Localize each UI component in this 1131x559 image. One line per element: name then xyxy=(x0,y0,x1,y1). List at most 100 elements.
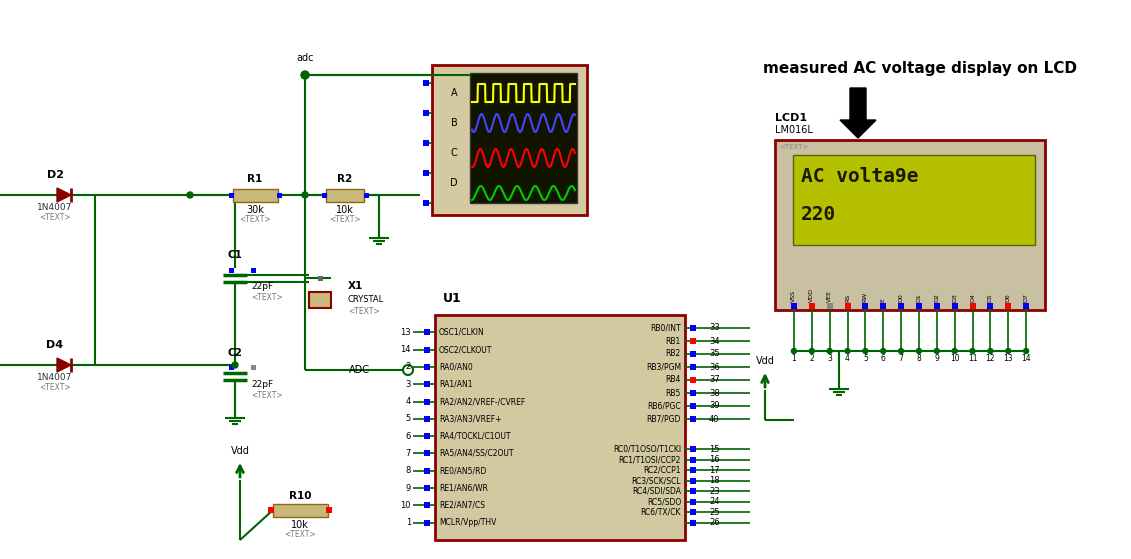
Circle shape xyxy=(810,348,814,353)
Text: D4: D4 xyxy=(46,340,63,350)
Text: 16: 16 xyxy=(709,455,719,465)
Text: RC2/CCP1: RC2/CCP1 xyxy=(644,466,681,475)
Text: 1N4007: 1N4007 xyxy=(37,373,72,382)
Bar xyxy=(423,140,429,146)
Bar xyxy=(969,303,976,309)
Polygon shape xyxy=(840,88,877,138)
Text: 1N4007: 1N4007 xyxy=(37,203,72,212)
Circle shape xyxy=(934,348,939,353)
Text: 5: 5 xyxy=(406,414,411,423)
Text: 35: 35 xyxy=(709,349,719,358)
Text: RA2/AN2/VREF-/CVREF: RA2/AN2/VREF-/CVREF xyxy=(439,397,525,406)
Text: Vdd: Vdd xyxy=(756,356,775,366)
Circle shape xyxy=(1024,348,1028,353)
Bar xyxy=(791,303,797,309)
Bar xyxy=(809,303,814,309)
Bar xyxy=(916,303,922,309)
Text: <TEXT>: <TEXT> xyxy=(239,215,270,224)
Text: D4: D4 xyxy=(970,293,975,302)
Text: RE2/AN7/CS: RE2/AN7/CS xyxy=(439,501,485,510)
Text: 7: 7 xyxy=(406,449,411,458)
Bar xyxy=(934,303,940,309)
Bar xyxy=(228,268,234,273)
Text: VSS: VSS xyxy=(792,290,796,302)
Bar xyxy=(690,509,696,515)
Text: X1: X1 xyxy=(348,281,363,291)
Text: 24: 24 xyxy=(709,498,719,506)
Text: <TEXT>: <TEXT> xyxy=(40,213,71,222)
Text: RC3/SCK/SCL: RC3/SCK/SCL xyxy=(631,476,681,485)
Text: 23: 23 xyxy=(709,487,719,496)
Text: 2: 2 xyxy=(810,354,814,363)
Bar xyxy=(424,451,430,457)
Bar xyxy=(424,503,430,508)
Text: RB1: RB1 xyxy=(666,337,681,345)
Text: 7: 7 xyxy=(899,354,904,363)
Text: 10k: 10k xyxy=(336,205,354,215)
Circle shape xyxy=(952,348,957,353)
Bar xyxy=(309,292,331,308)
Bar xyxy=(690,520,696,526)
Circle shape xyxy=(916,348,922,353)
Text: RW: RW xyxy=(863,292,867,302)
Text: RB3/PGM: RB3/PGM xyxy=(646,362,681,372)
Text: OSC2/CLKOUT: OSC2/CLKOUT xyxy=(439,345,492,354)
Circle shape xyxy=(827,348,832,353)
Text: RA4/TOCKL/C1OUT: RA4/TOCKL/C1OUT xyxy=(439,432,510,440)
Text: RC5/SDO: RC5/SDO xyxy=(647,498,681,506)
Text: 4: 4 xyxy=(845,354,849,363)
Bar xyxy=(690,478,696,484)
Circle shape xyxy=(863,348,867,353)
Bar xyxy=(1024,303,1029,309)
Bar xyxy=(251,365,256,370)
Bar xyxy=(880,303,887,309)
Bar xyxy=(432,65,587,215)
Text: AC volta9e: AC volta9e xyxy=(801,167,918,186)
Bar xyxy=(424,433,430,439)
Bar xyxy=(423,110,429,116)
Bar xyxy=(690,499,696,505)
Text: <TEXT>: <TEXT> xyxy=(329,215,361,224)
Text: RC4/SDI/SDA: RC4/SDI/SDA xyxy=(632,487,681,496)
Bar xyxy=(326,189,364,202)
Text: 40: 40 xyxy=(709,415,719,424)
Text: 8: 8 xyxy=(916,354,922,363)
Text: <TEXT>: <TEXT> xyxy=(40,383,71,392)
Text: OSC1/CLKIN: OSC1/CLKIN xyxy=(439,328,485,337)
Circle shape xyxy=(232,362,238,368)
Bar xyxy=(424,399,430,405)
Text: RB5: RB5 xyxy=(666,389,681,397)
Text: <TEXT>: <TEXT> xyxy=(251,293,283,302)
Bar xyxy=(424,381,430,387)
Text: ADC: ADC xyxy=(349,365,370,375)
Text: 5: 5 xyxy=(863,354,867,363)
Text: 8: 8 xyxy=(406,466,411,475)
Text: 3: 3 xyxy=(827,354,832,363)
Text: R1: R1 xyxy=(248,174,262,184)
Bar xyxy=(423,80,429,86)
Text: 37: 37 xyxy=(709,376,719,385)
Bar xyxy=(277,193,282,198)
Text: 4: 4 xyxy=(406,397,411,406)
Bar xyxy=(273,504,328,517)
Text: R10: R10 xyxy=(288,491,311,501)
Text: <TEXT>: <TEXT> xyxy=(348,307,380,316)
Text: D5: D5 xyxy=(987,293,993,302)
Text: 22pF: 22pF xyxy=(251,380,273,389)
Bar xyxy=(424,364,430,370)
Bar xyxy=(423,200,429,206)
Bar xyxy=(364,193,369,198)
Text: C1: C1 xyxy=(227,250,242,260)
Text: LM016L: LM016L xyxy=(775,125,813,135)
Text: RA5/AN4/SS/C2OUT: RA5/AN4/SS/C2OUT xyxy=(439,449,513,458)
Circle shape xyxy=(970,348,975,353)
Bar xyxy=(435,315,685,540)
Text: 33: 33 xyxy=(709,324,719,333)
Text: C2: C2 xyxy=(227,348,242,358)
Text: 6: 6 xyxy=(406,432,411,440)
Text: R2: R2 xyxy=(337,174,353,184)
Text: <TEXT>: <TEXT> xyxy=(779,144,809,150)
Bar xyxy=(424,347,430,353)
Bar xyxy=(845,303,851,309)
Bar xyxy=(424,416,430,422)
